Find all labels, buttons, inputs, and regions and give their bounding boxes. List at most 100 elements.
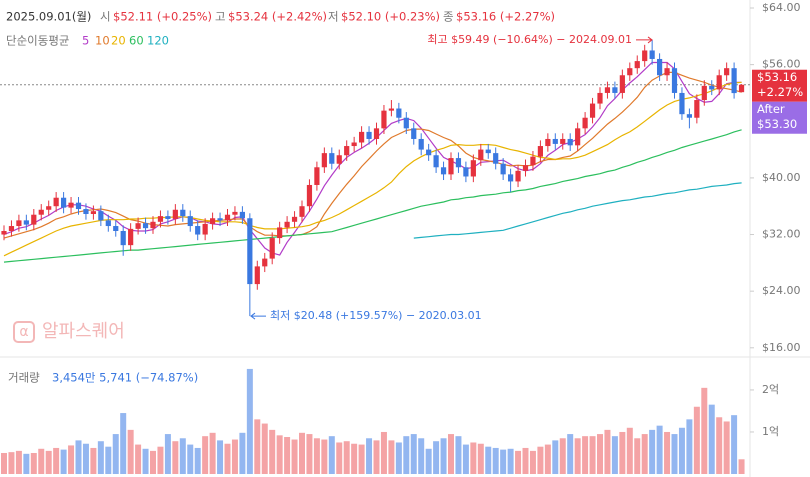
candle-body xyxy=(202,223,208,235)
ma-legend-item: 60 xyxy=(129,34,144,48)
header-close-name: 종 xyxy=(443,10,454,24)
volume-bar xyxy=(440,438,447,474)
ma-legend-item: 20 xyxy=(111,34,126,48)
candle-body xyxy=(247,218,253,285)
candle-body xyxy=(299,206,305,217)
volume-bar xyxy=(75,440,82,474)
candle-body xyxy=(649,50,655,59)
candle-body xyxy=(500,163,506,175)
candle-body xyxy=(522,165,529,171)
candle-body xyxy=(478,149,484,161)
volume-bar xyxy=(604,429,611,474)
ma-legend-item: 10 xyxy=(95,34,110,48)
candle-body xyxy=(724,68,730,76)
candle-body xyxy=(664,68,670,76)
candle-body xyxy=(254,266,260,285)
candle-body xyxy=(709,85,715,90)
candle-body xyxy=(657,58,663,76)
header-high: $53.24 (+2.42%) xyxy=(228,10,327,24)
header-close: $53.16 (+2.27%) xyxy=(456,10,555,24)
volume-bar xyxy=(97,441,104,474)
after-title: After xyxy=(757,102,785,116)
volume-bar xyxy=(462,444,469,474)
volume-bar xyxy=(515,450,522,474)
candle-body xyxy=(120,230,126,246)
volume-bar xyxy=(477,443,484,474)
last-price-change: +2.27% xyxy=(757,85,803,99)
candle-body xyxy=(61,197,67,208)
candle-body xyxy=(98,211,104,221)
watermark: α 알파스퀘어 xyxy=(13,321,125,343)
volume-bar xyxy=(127,429,134,474)
header-low-name: 저 xyxy=(328,10,339,24)
volume-bar xyxy=(60,449,67,474)
candle-body xyxy=(359,131,365,143)
volume-bar xyxy=(90,447,97,474)
volume-value: 3,454만 5,741 (−74.87%) xyxy=(52,371,198,385)
header-date: 2025.09.01(월) xyxy=(6,10,91,24)
candle-body xyxy=(366,131,372,139)
candle-body xyxy=(210,218,216,224)
volume-bar xyxy=(45,450,52,474)
candle-body xyxy=(180,209,186,217)
volume-bar xyxy=(187,444,194,474)
candle-body xyxy=(128,228,134,246)
volume-bar xyxy=(470,442,477,474)
volume-bar xyxy=(678,427,685,474)
header-low: $52.10 (+0.23%) xyxy=(341,10,440,24)
ma-line xyxy=(3,81,742,257)
watermark-text: 알파스퀘어 xyxy=(42,321,125,342)
volume-bar xyxy=(567,434,574,474)
candle-body xyxy=(262,258,268,267)
candle-body xyxy=(239,211,245,219)
volume-bar xyxy=(82,443,89,474)
volume-bar xyxy=(179,438,186,474)
volume-bar xyxy=(597,434,603,474)
volume-bar xyxy=(641,434,648,474)
candle-body xyxy=(455,158,462,168)
y-tick-label: $16.00 xyxy=(762,341,801,354)
volume-bar xyxy=(388,440,395,474)
candle-body xyxy=(530,156,536,166)
volume-bar xyxy=(328,436,335,474)
volume-bar xyxy=(68,445,75,474)
candle-body xyxy=(411,128,417,139)
volume-bar xyxy=(507,448,514,474)
ma-line xyxy=(3,129,742,263)
volume-bar xyxy=(582,436,589,474)
candle-body xyxy=(597,92,603,104)
volume-bar xyxy=(634,438,641,474)
volume-bar xyxy=(120,413,127,474)
volume-bar xyxy=(716,417,723,474)
volume-bar xyxy=(708,404,715,474)
candle-body xyxy=(306,184,313,207)
volume-bar xyxy=(671,434,678,474)
volume-bar xyxy=(23,453,30,474)
y-tick-label: $32.00 xyxy=(762,228,801,241)
volume-bar xyxy=(544,444,551,474)
volume-bar xyxy=(701,387,708,474)
candle-body xyxy=(165,216,171,219)
candle-body xyxy=(508,174,514,182)
ma-line xyxy=(413,182,742,239)
volume-bar xyxy=(142,448,149,474)
volume-bar xyxy=(38,448,45,474)
candle-body xyxy=(150,221,156,229)
candle-body xyxy=(634,61,640,69)
after-box xyxy=(752,101,807,134)
candle-body xyxy=(515,170,521,182)
candle-body xyxy=(16,220,22,227)
volume-bar xyxy=(485,446,492,474)
volume-bar xyxy=(269,429,276,474)
candle-body xyxy=(46,206,52,210)
volume-bar xyxy=(731,415,738,474)
candle-body xyxy=(426,149,432,156)
candle-body xyxy=(701,85,707,101)
volume-bar xyxy=(559,438,566,474)
candle-body xyxy=(627,68,633,76)
candle-body xyxy=(716,75,722,90)
volume-bar xyxy=(574,438,581,474)
candle-body xyxy=(75,202,82,210)
ma-legend-item: 120 xyxy=(147,34,169,48)
header-high-name: 고 xyxy=(215,10,226,24)
